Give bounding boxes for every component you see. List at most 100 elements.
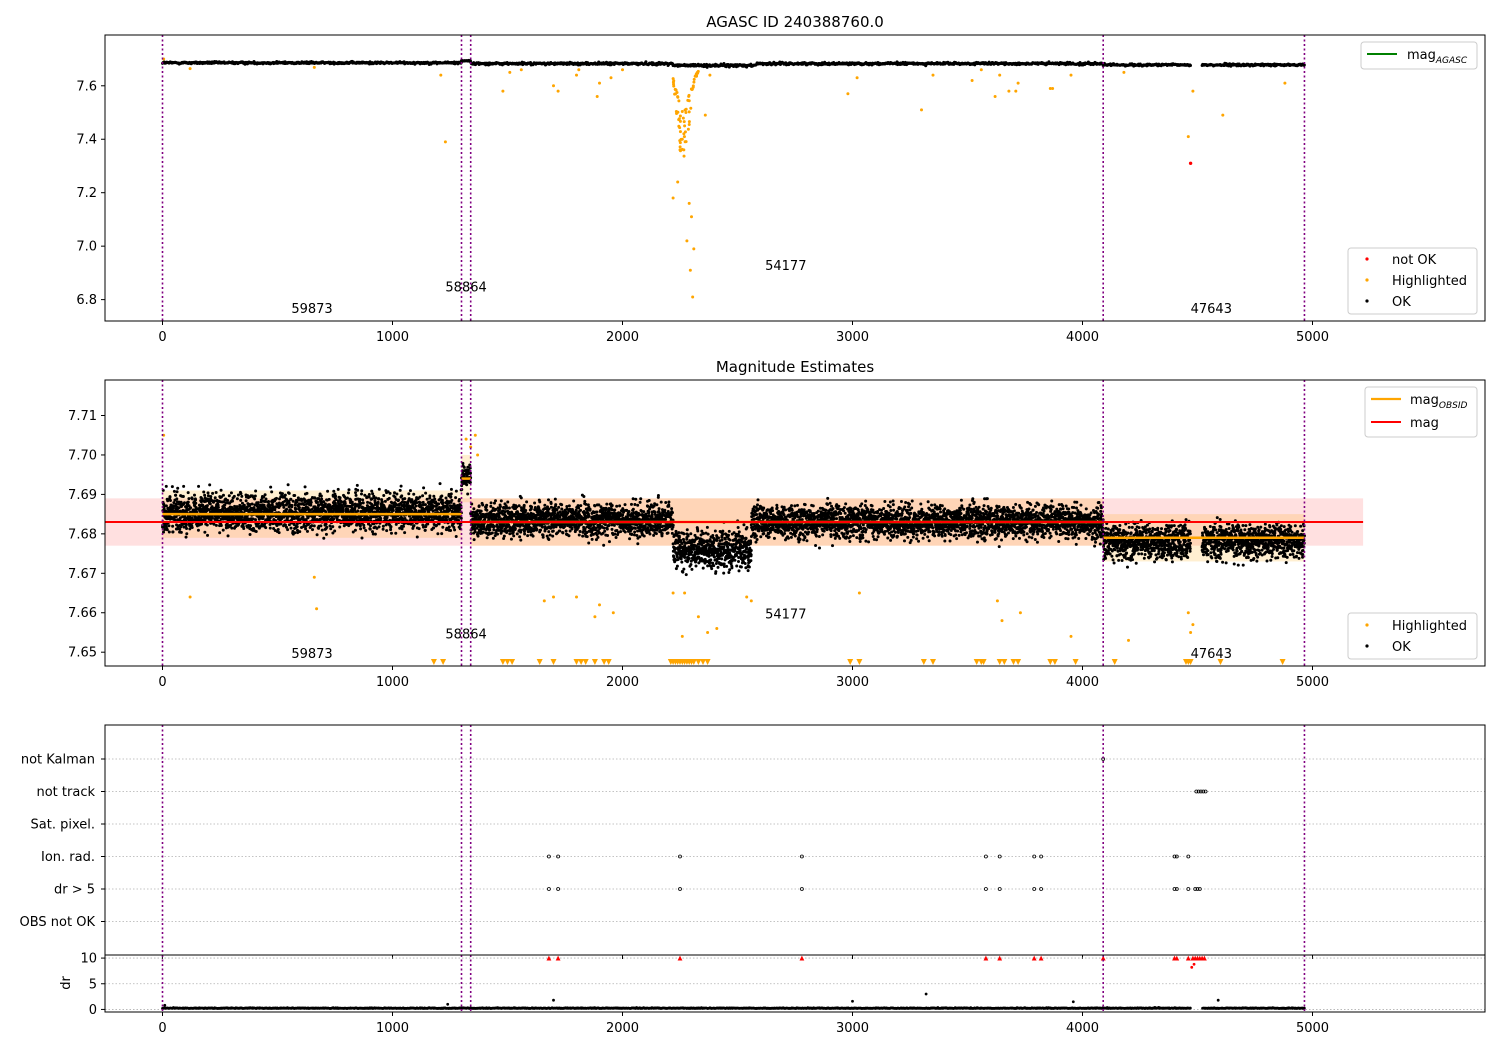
ok-point — [377, 501, 380, 504]
highlighted-point — [971, 79, 974, 82]
ok-point — [211, 492, 214, 495]
agasc-ytick-label: 7.0 — [76, 240, 97, 255]
highlighted-point — [689, 269, 692, 272]
ok-point — [346, 508, 349, 511]
ok-point — [208, 483, 211, 486]
highlighted-point — [1070, 74, 1073, 77]
ok-point — [255, 530, 258, 533]
highlighted-point — [552, 84, 555, 87]
ok-point — [512, 534, 515, 537]
ok-point — [486, 536, 489, 539]
ok-point — [377, 497, 380, 500]
ok-point — [316, 533, 319, 536]
highlighted-point — [596, 95, 599, 98]
ok-point — [472, 507, 475, 510]
ok-point — [337, 488, 340, 491]
ok-point — [524, 509, 527, 512]
highlighted-point — [679, 120, 682, 123]
ok-point — [388, 497, 391, 500]
ok-point — [384, 500, 387, 503]
ok-point — [523, 533, 526, 536]
highlighted-point — [1007, 90, 1010, 93]
ok-point — [222, 529, 225, 532]
ok-point — [463, 466, 466, 469]
ok-point — [325, 533, 328, 536]
ok-point — [480, 510, 483, 513]
ok-point — [165, 504, 168, 507]
ok-point — [269, 486, 272, 489]
ok-point — [347, 488, 350, 491]
ok-point — [400, 494, 403, 497]
agasc-xtick-label: 4000 — [1066, 330, 1099, 345]
ok-point — [249, 524, 252, 527]
ok-point — [338, 526, 341, 529]
ok-point — [390, 532, 393, 535]
highlighted-point — [439, 74, 442, 77]
highlighted-point — [1187, 135, 1190, 138]
agasc-ytick-label: 7.6 — [76, 79, 97, 94]
ok-point — [518, 504, 521, 507]
highlighted-point — [704, 114, 707, 117]
highlighted-point — [688, 94, 691, 97]
highlighted-point — [1221, 114, 1224, 117]
ok-point — [356, 509, 359, 512]
ok-point — [518, 535, 521, 538]
highlighted-point — [520, 68, 523, 71]
ok-point — [191, 526, 194, 529]
highlighted-point — [672, 85, 675, 88]
ok-point — [448, 526, 451, 529]
highlighted-point — [675, 89, 678, 92]
ok-point — [474, 530, 477, 533]
ok-point — [168, 531, 171, 534]
ok-point — [233, 495, 236, 498]
ok-point — [171, 485, 174, 488]
ok-point — [503, 535, 506, 538]
ok-point — [220, 524, 223, 527]
highlighted-point — [687, 128, 690, 131]
ok-point — [485, 509, 488, 512]
ok-point — [166, 528, 169, 531]
ok-point — [441, 499, 444, 502]
highlighted-point — [678, 117, 681, 120]
ok-point — [407, 492, 410, 495]
ok-point — [284, 494, 287, 497]
ok-point — [319, 524, 322, 527]
ok-point — [334, 495, 337, 498]
ok-point — [432, 526, 435, 529]
highlighted-point — [846, 92, 849, 95]
ok-point — [437, 502, 440, 505]
ok-point — [325, 523, 328, 526]
ok-point — [362, 524, 365, 527]
highlighted-point — [1191, 90, 1194, 93]
ok-point — [389, 525, 392, 528]
ok-point — [508, 507, 511, 510]
ok-point — [215, 491, 218, 494]
highlighted-point — [598, 82, 601, 85]
ok-point — [245, 499, 248, 502]
ok-point — [230, 491, 233, 494]
ok-point — [242, 527, 245, 530]
ok-point — [368, 493, 371, 496]
ok-point — [389, 492, 392, 495]
ok-point — [264, 493, 267, 496]
agasc-ytick-label: 7.2 — [76, 186, 97, 201]
highlighted-point — [676, 181, 679, 184]
ok-point — [309, 504, 312, 507]
ok-point — [519, 539, 522, 542]
highlighted-point — [189, 67, 192, 70]
ok-point — [298, 530, 301, 533]
highlighted-point — [675, 112, 678, 115]
ok-point — [171, 530, 174, 533]
ok-point — [523, 504, 526, 507]
highlighted-point — [501, 90, 504, 93]
ok-point — [378, 525, 381, 528]
ok-point — [206, 504, 209, 507]
ok-point — [185, 523, 188, 526]
highlighted-point — [692, 247, 695, 250]
ok-point — [207, 491, 210, 494]
ok-point — [313, 497, 316, 500]
ok-point — [264, 497, 267, 500]
ok-point — [395, 492, 398, 495]
highlighted-point — [682, 132, 685, 135]
ok-point — [251, 502, 254, 505]
